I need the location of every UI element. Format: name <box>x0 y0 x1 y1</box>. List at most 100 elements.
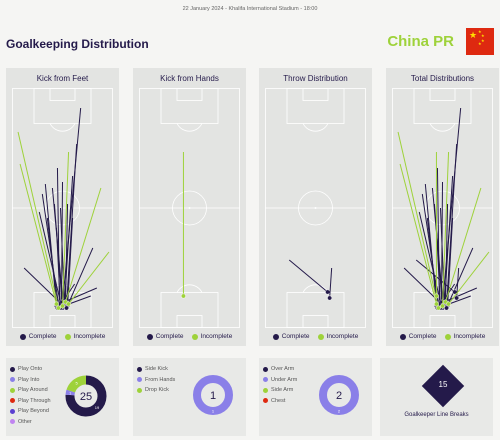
donut-chart: 11 <box>193 375 233 415</box>
key-label: Chest <box>271 397 286 404</box>
key-dot <box>263 366 268 372</box>
pitch <box>392 88 493 328</box>
key-dot <box>10 366 15 372</box>
key-row: Play Into <box>10 375 51 386</box>
key-dot <box>10 419 15 425</box>
pass-line <box>66 247 94 309</box>
top-penalty-arc <box>176 123 203 132</box>
pass-line <box>65 203 69 305</box>
key-row: Over Arm <box>263 364 297 375</box>
pass-line <box>65 187 102 303</box>
pass-line <box>62 151 70 307</box>
legend-dot-complete <box>399 333 406 340</box>
pass-line <box>445 187 482 303</box>
bottom-six-yard-box <box>49 315 76 328</box>
key-label: From Hands <box>145 376 176 383</box>
pass-line <box>19 163 57 305</box>
legend-dot-incomplete <box>317 333 324 340</box>
bottom-penalty-box <box>286 292 345 328</box>
center-circle <box>172 190 207 226</box>
legend-item-incomplete: Incomplete <box>191 333 232 340</box>
panel-title: Kick from Feet <box>36 74 89 83</box>
panel-title: Total Distributions <box>410 74 475 83</box>
pass-line <box>446 247 474 309</box>
bottom-six-yard-box <box>302 315 329 328</box>
legend-label-incomplete: Incomplete <box>453 333 486 340</box>
key-dot <box>10 408 15 414</box>
key-dot <box>10 387 15 393</box>
legend-label-complete: Complete <box>28 333 57 340</box>
pass-line <box>397 131 439 309</box>
key-row: Side Kick <box>137 364 175 375</box>
pass-line <box>55 227 61 309</box>
key-row: Side Arm <box>263 385 297 396</box>
legend-label-complete: Complete <box>408 333 437 340</box>
pass-line <box>62 107 82 305</box>
key-dot <box>10 398 15 404</box>
bottom-six-yard-box <box>176 315 203 328</box>
key-label: Play Around <box>18 387 48 394</box>
pass-line <box>38 211 61 303</box>
pass-map-panel-3: Total Distributions Complete Incomplete <box>386 68 499 346</box>
key-dot <box>10 377 15 383</box>
pass-start-dot <box>60 303 65 309</box>
key-row: Play Around <box>10 385 51 396</box>
pass-map-panel-1: Kick from Hands Complete Incomplete <box>133 68 246 346</box>
key-row: Chest <box>263 396 297 407</box>
key-label: Play Into <box>18 376 40 383</box>
pass-legend: Complete Incomplete <box>259 333 372 340</box>
donut-total: 1 <box>210 390 216 402</box>
pass-start-dot <box>454 295 460 301</box>
donut-panel-0: Play Onto Play Into Play Around Play Throug… <box>6 358 119 436</box>
key-label: Play Beyond <box>18 408 49 415</box>
slice-value-label: 1 <box>212 409 215 414</box>
pass-start-dot <box>433 301 439 307</box>
pass-line <box>399 163 437 305</box>
pass-line <box>46 217 58 309</box>
legend-dot-incomplete <box>444 333 451 340</box>
pass-start-dot <box>440 303 445 309</box>
page-title: Goalkeeping Distribution <box>6 37 149 51</box>
top-six-yard-box <box>176 88 203 101</box>
pass-map-panel-2: Throw Distribution Complete Incomplete <box>259 68 372 346</box>
donut-key-list: Side Kick From Hands Drop Kick <box>137 364 175 396</box>
pass-start-dot <box>66 301 72 307</box>
pass-line <box>446 143 458 307</box>
china-flag-icon: ★ ★ ★ ★ ★ <box>466 28 494 55</box>
center-spot <box>188 207 191 209</box>
key-row: From Hands <box>137 375 175 386</box>
donut-slice <box>65 389 76 396</box>
donut-slice <box>66 375 87 393</box>
pass-line <box>448 251 490 305</box>
pass-legend: Complete Incomplete <box>386 333 499 340</box>
pass-line <box>435 227 441 309</box>
legend-item-complete: Complete <box>19 333 57 340</box>
top-penalty-arc <box>302 123 329 132</box>
donut-slice <box>65 375 107 417</box>
key-row: Play Onto <box>10 364 51 375</box>
slice-value-label: 5 <box>75 381 78 386</box>
pass-line <box>439 207 446 305</box>
key-dot <box>137 387 142 393</box>
donut-slice <box>319 375 359 415</box>
pass-line <box>426 217 438 309</box>
legend-item-incomplete: Incomplete <box>317 333 359 340</box>
pitch <box>265 88 366 328</box>
line-breaks-value: 15 <box>438 380 448 389</box>
bottom-penalty-box <box>160 292 219 328</box>
top-penalty-box <box>160 88 219 124</box>
legend-label-incomplete: Incomplete <box>326 333 359 340</box>
pass-line <box>68 251 110 305</box>
pitch <box>12 88 113 328</box>
pass-legend: Complete Incomplete <box>6 333 119 340</box>
donut-panel-1: Side Kick From Hands Drop Kick 1 1 <box>133 358 246 436</box>
slice-value-label: 2 <box>338 409 341 414</box>
pass-line <box>433 203 443 309</box>
center-circle <box>298 190 333 226</box>
center-spot <box>314 207 317 209</box>
key-dot <box>263 398 268 404</box>
pass-line <box>288 259 328 293</box>
legend-dot-complete <box>272 333 279 340</box>
pass-line <box>442 107 462 305</box>
